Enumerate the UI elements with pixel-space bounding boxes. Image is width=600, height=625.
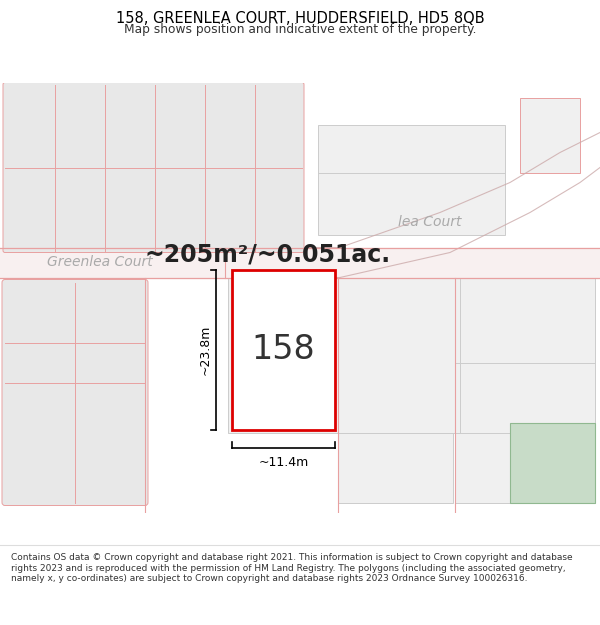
Bar [455,278,595,502]
Bar [228,278,460,432]
Bar [338,351,453,431]
Text: ~11.4m: ~11.4m [259,456,308,469]
Text: Greenlea Court: Greenlea Court [47,256,153,269]
Text: ~23.8m: ~23.8m [199,324,212,374]
Bar [510,422,595,502]
FancyBboxPatch shape [2,279,148,506]
Text: Map shows position and indicative extent of the property.: Map shows position and indicative extent… [124,23,476,36]
Text: 158: 158 [251,333,316,366]
Bar [338,432,453,502]
Text: 158, GREENLEA COURT, HUDDERSFIELD, HD5 8QB: 158, GREENLEA COURT, HUDDERSFIELD, HD5 8… [116,11,484,26]
Bar [520,98,580,172]
FancyBboxPatch shape [3,82,304,252]
Bar [318,124,505,234]
Text: ~205m²/~0.051ac.: ~205m²/~0.051ac. [145,242,391,266]
Text: Contains OS data © Crown copyright and database right 2021. This information is : Contains OS data © Crown copyright and d… [11,554,572,583]
Text: lea Court: lea Court [398,216,462,229]
Bar [232,269,335,429]
